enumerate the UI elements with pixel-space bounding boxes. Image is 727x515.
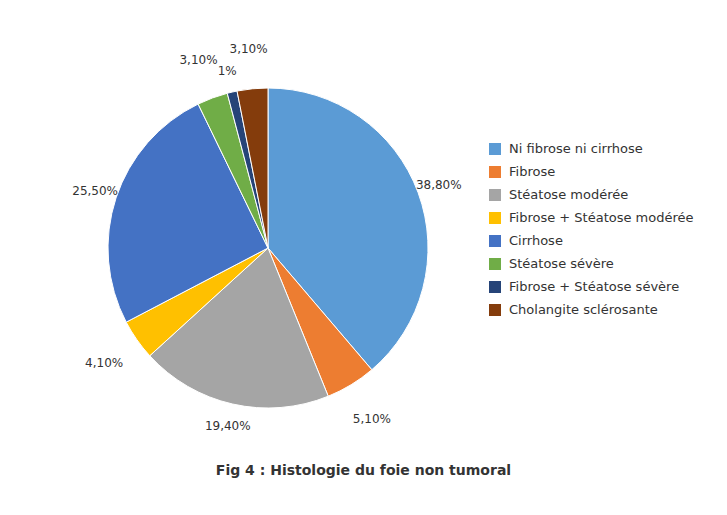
html-text:Cholangite sclérosante: Cholangite sclérosante bbox=[509, 302, 658, 317]
svg-text:4,10%: 4,10% bbox=[85, 356, 123, 370]
svg-text:3,10%: 3,10% bbox=[230, 42, 268, 56]
svg-text:5,10%: 5,10% bbox=[353, 412, 391, 426]
html-text:Cirrhose: Cirrhose bbox=[509, 233, 563, 248]
html-text:Stéatose sévère: Stéatose sévère bbox=[509, 256, 614, 271]
svg-text:25,50%: 25,50% bbox=[72, 184, 118, 198]
html-text:Fibrose + Stéatose modérée: Fibrose + Stéatose modérée bbox=[509, 210, 694, 225]
svg-text:3,10%: 3,10% bbox=[179, 53, 217, 67]
html-text:Fibrose + Stéatose sévère: Fibrose + Stéatose sévère bbox=[509, 279, 680, 294]
svg-text:1%: 1% bbox=[218, 64, 237, 78]
html-text:Fig 4 : Histologie du foie non: Fig 4 : Histologie du foie non tumoral bbox=[215, 462, 512, 478]
svg-text:19,40%: 19,40% bbox=[205, 419, 251, 433]
html-text:Stéatose modérée: Stéatose modérée bbox=[509, 187, 629, 202]
svg-text:38,80%: 38,80% bbox=[416, 178, 462, 192]
html-text:Fibrose: Fibrose bbox=[509, 164, 556, 179]
html-text:Ni fibrose ni cirrhose: Ni fibrose ni cirrhose bbox=[509, 141, 643, 156]
